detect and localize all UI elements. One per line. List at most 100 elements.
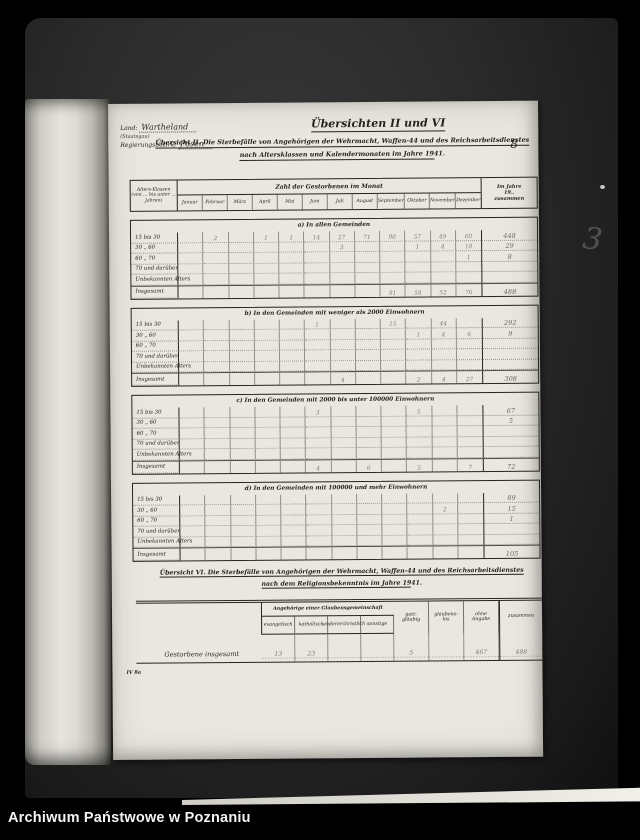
form-mark: IV 8a: [126, 669, 142, 676]
month-cell: [203, 319, 230, 331]
sum-month-cell: [205, 547, 232, 561]
month-cell: [306, 514, 332, 526]
age-row-label: Unbekannten Alters: [132, 449, 192, 461]
month-cell: [457, 447, 483, 458]
sum-year-total-cell: 308: [482, 369, 539, 384]
sum-month-cell: 4: [431, 370, 457, 384]
age-row-label: 15 bis 30: [133, 494, 181, 506]
year-total-header-line: zusammen: [494, 195, 525, 202]
month-cell: [457, 415, 483, 427]
sum-row-label: Insgesamt: [131, 284, 179, 299]
month-cell: [355, 272, 381, 284]
month-cell: [407, 492, 433, 504]
religion-value-cell: [429, 633, 465, 661]
religion-column-header: zusammen: [498, 600, 543, 633]
year-total-cell: [481, 261, 538, 273]
month-cell: [205, 494, 231, 506]
month-cell: [230, 536, 257, 548]
month-cell: [228, 252, 255, 264]
sum-row-label: Insgesamt: [132, 372, 180, 386]
sum-month-cell: [331, 458, 357, 472]
month-cell: [356, 437, 382, 449]
month-cell: [380, 328, 407, 340]
land-value: Wartheland: [139, 122, 197, 133]
age-row-label: 15 bis 30: [132, 407, 180, 419]
sum-month-cell: 27: [456, 370, 483, 384]
month-cell: [204, 428, 231, 439]
year-total-cell: 67: [482, 404, 539, 416]
month-cell: [457, 513, 484, 525]
month-cell: [229, 340, 255, 352]
month-cell: [456, 317, 482, 329]
month-cell: [331, 514, 358, 526]
land-label: Land:: [120, 124, 138, 132]
month-cell: [205, 505, 231, 516]
month-cell: [381, 437, 407, 448]
month-cell: [455, 261, 482, 273]
month-cell: [381, 426, 407, 438]
month-cell: [356, 493, 383, 505]
month-cell: [180, 526, 206, 537]
month-cell: [255, 438, 281, 449]
year-total-cell: [481, 338, 538, 350]
year-total-cell: 89: [483, 492, 540, 504]
month-cell: [382, 514, 408, 525]
year-total-cell: [482, 446, 539, 458]
sum-month-cell: [279, 283, 305, 298]
month-cell: [330, 318, 356, 330]
religion-title-line2-text: nach dem Religionsbekenntnis im Jahre 19: [261, 579, 412, 589]
sum-month-cell: 4: [306, 458, 332, 472]
year-total-cell: [482, 359, 539, 371]
month-cell: [355, 262, 381, 274]
subtitle-line1: Übersicht II. Die Sterbefälle von Angehö…: [146, 135, 538, 149]
month-cell: [456, 338, 482, 350]
mortality-section: d) In den Gemeinden mit 100000 und mehr …: [131, 479, 541, 562]
month-cell: [406, 447, 433, 459]
page-stack-edge: [25, 99, 111, 765]
month-cell: [178, 330, 205, 341]
month-cell: [280, 416, 306, 428]
sum-month-cell: [230, 546, 257, 561]
sum-month-cell: [256, 546, 282, 560]
year-total-cell: [481, 348, 539, 360]
sum-month-cell: [357, 545, 383, 560]
sum-month-cell: [381, 458, 408, 472]
age-row-label: 70 und darüber: [132, 438, 180, 450]
sum-month-cell: 58: [405, 282, 432, 297]
month-cell: [456, 359, 483, 371]
month-cell: [356, 426, 382, 438]
religion-value-cell: [361, 633, 395, 662]
month-header: März: [227, 194, 253, 211]
sum-month-cell: [329, 283, 356, 297]
month-cell: 15: [380, 318, 407, 329]
month-cell: [381, 447, 408, 459]
month-header: Februar: [202, 195, 228, 211]
month-cell: [254, 273, 280, 285]
sum-row-label: Insgesamt: [133, 547, 181, 561]
month-cell: [305, 329, 331, 340]
month-cell: [355, 318, 381, 330]
month-cell: [357, 524, 383, 536]
sum-month-cell: 76: [456, 282, 482, 296]
month-cell: [407, 503, 433, 515]
faith-column-header: anderer christlich: [323, 616, 365, 635]
month-cell: 4: [431, 328, 457, 339]
month-cell: [330, 329, 356, 340]
year-total-cell: 8: [481, 250, 538, 262]
month-cell: [305, 437, 332, 449]
month-cell: [180, 494, 206, 506]
mortality-section: b) In den Gemeinden mit weniger als 2000…: [130, 304, 540, 387]
month-cell: [179, 407, 205, 418]
month-cell: [330, 416, 357, 428]
month-cell: [381, 416, 407, 427]
month-cell: [355, 349, 382, 361]
month-cell: [228, 263, 255, 275]
religion-value-cell: [328, 634, 362, 662]
month-cell: [256, 536, 282, 547]
month-cell: [255, 515, 282, 526]
month-cell: [355, 360, 382, 372]
month-cell: [230, 504, 256, 516]
month-cell: [229, 329, 255, 341]
month-cell: [331, 437, 357, 449]
